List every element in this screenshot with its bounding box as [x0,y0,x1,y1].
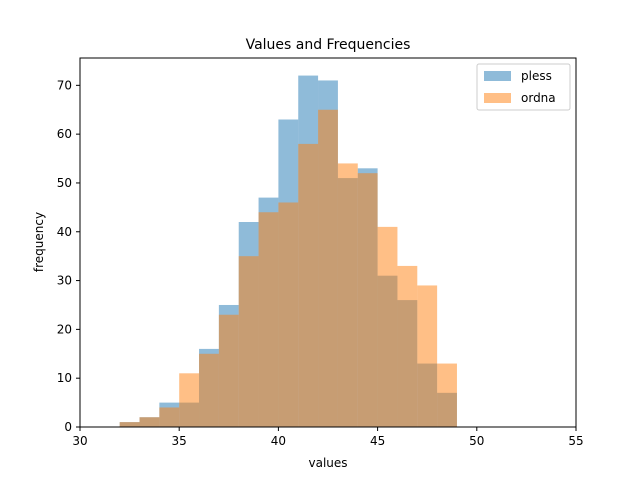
bar-ordna-45 [377,226,398,427]
y-tick-label: 20 [57,322,72,336]
bar-ordna-46 [397,265,418,427]
y-axis-label: frequency [32,212,46,272]
bar-ordna-37 [218,314,239,427]
x-tick-label: 40 [271,434,286,448]
bar-ordna-42 [318,109,338,428]
legend-swatch-pless [484,71,511,81]
y-tick-label: 40 [57,225,72,239]
x-tick-label: 35 [172,434,187,448]
legend-label-pless: pless [521,69,552,83]
y-tick-label: 30 [57,274,72,288]
bar-ordna-48 [437,363,457,427]
x-axis-ticks: 30 35 40 45 50 55 [72,427,584,448]
bar-ordna-32 [119,422,140,427]
x-tick-label: 55 [568,434,583,448]
bars-group [119,75,457,428]
x-tick-label: 30 [72,434,87,448]
y-tick-label: 10 [57,371,72,385]
bar-ordna-33 [139,417,160,427]
chart-title: Values and Frequencies [246,37,411,53]
y-tick-label: 50 [57,176,72,190]
y-tick-label: 60 [57,127,72,141]
bar-ordna-40 [278,202,299,427]
bar-ordna-34 [159,407,180,427]
y-tick-label: 70 [57,78,72,92]
x-tick-label: 45 [370,434,385,448]
x-axis-label: values [308,456,347,470]
bar-ordna-38 [238,256,259,427]
bar-ordna-36 [199,353,219,427]
legend-label-ordna: ordna [521,91,556,105]
plot-frame [79,57,577,428]
y-tick-label: 0 [64,420,72,434]
bar-ordna-44 [357,173,378,427]
legend: pless ordna [476,63,571,111]
bar-ordna-41 [298,143,319,427]
bar-ordna-43 [337,163,358,427]
bar-ordna-39 [258,212,279,427]
y-axis-ticks: 0 10 20 30 40 50 60 70 [57,78,80,434]
bar-ordna-35 [179,373,200,427]
bar-ordna-47 [417,285,438,427]
x-tick-label: 50 [469,434,484,448]
legend-swatch-ordna [484,93,511,103]
